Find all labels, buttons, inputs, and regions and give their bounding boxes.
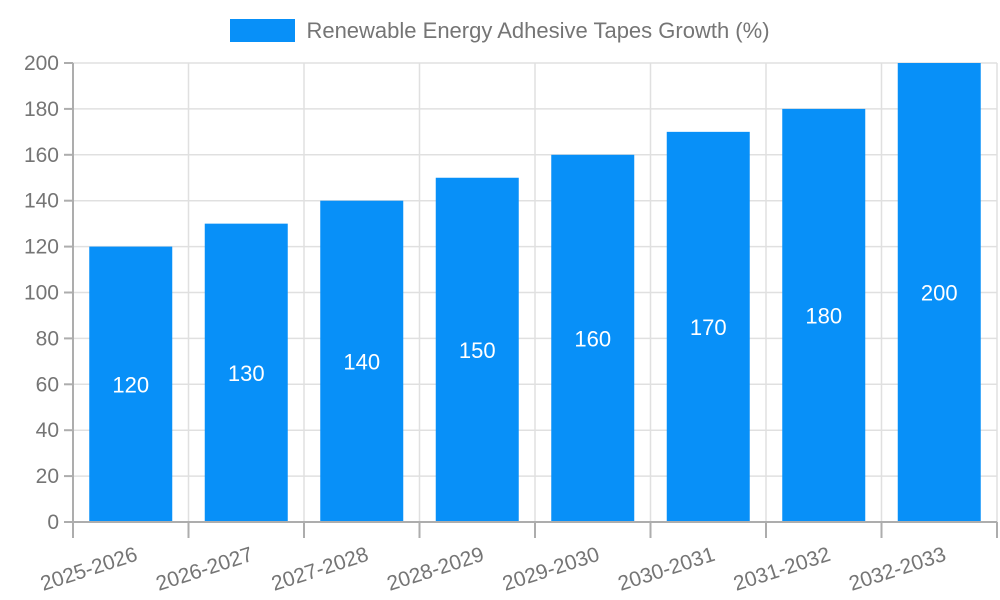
bar <box>782 108 866 523</box>
y-tick-label: 100 <box>24 282 59 305</box>
x-tick-label: 2028-2029 <box>384 543 487 596</box>
bar-value-label: 170 <box>690 315 727 340</box>
bar <box>204 223 288 522</box>
bar <box>897 63 981 522</box>
x-tick-label: 2030-2031 <box>615 543 718 596</box>
bar-value-label: 130 <box>228 361 265 386</box>
bar <box>435 177 519 522</box>
y-tick-label: 0 <box>47 511 59 534</box>
y-tick-label: 200 <box>24 52 59 75</box>
x-tick-label: 2027-2028 <box>269 543 372 596</box>
y-tick-label: 120 <box>24 236 59 259</box>
bar <box>551 154 635 523</box>
bar <box>320 200 404 522</box>
x-tick-label: 2032-2033 <box>846 543 949 596</box>
y-tick-label: 180 <box>24 98 59 121</box>
bar-value-label: 150 <box>459 338 496 363</box>
y-tick-label: 140 <box>24 190 59 213</box>
bar-value-label: 140 <box>343 349 380 374</box>
x-tick-label: 2025-2026 <box>38 543 141 596</box>
bar <box>89 246 173 522</box>
x-tick-label: 2026-2027 <box>153 543 256 596</box>
y-tick-label: 80 <box>36 327 59 350</box>
x-tick-label: 2029-2030 <box>500 543 603 596</box>
legend-swatch <box>230 19 296 42</box>
y-tick-label: 40 <box>36 419 59 442</box>
y-tick-label: 60 <box>36 373 59 396</box>
y-tick-label: 20 <box>36 465 59 488</box>
y-tick-label: 160 <box>24 144 59 167</box>
chart-legend: Renewable Energy Adhesive Tapes Growth (… <box>0 19 1000 42</box>
bar <box>666 131 750 522</box>
bar-value-label: 160 <box>574 326 611 351</box>
bar-value-label: 120 <box>112 372 149 397</box>
legend-label: Renewable Energy Adhesive Tapes Growth (… <box>306 18 770 43</box>
bar-value-label: 200 <box>921 281 958 306</box>
bar-value-label: 180 <box>805 303 842 328</box>
x-tick-label: 2031-2032 <box>731 543 834 596</box>
